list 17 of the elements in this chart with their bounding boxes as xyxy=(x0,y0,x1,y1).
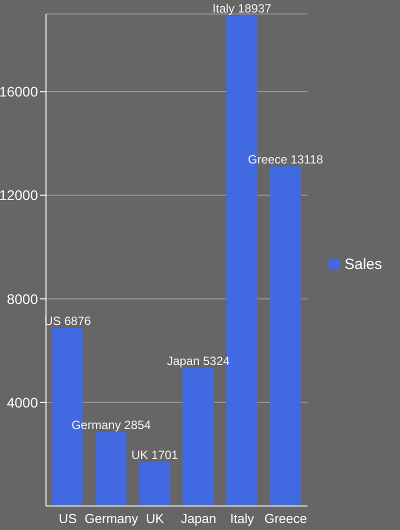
legend-label: Sales xyxy=(344,256,382,273)
x-tick-label: UK xyxy=(146,511,164,526)
y-tick-label: 16000 xyxy=(0,84,38,100)
x-tick-label: US xyxy=(58,511,78,526)
data-label: UK 1701 xyxy=(131,448,178,462)
x-tick-label: Germany xyxy=(84,511,139,526)
bar xyxy=(139,462,170,506)
bar xyxy=(182,368,214,506)
y-tick-label: 4000 xyxy=(6,394,38,410)
x-tick-label: Italy xyxy=(230,511,255,526)
x-tick-label: Greece xyxy=(264,511,307,526)
x-tick-label: Japan xyxy=(180,511,216,526)
data-label: Italy 18937 xyxy=(212,2,272,16)
bar xyxy=(96,432,127,506)
y-tick-label: 8000 xyxy=(6,290,38,307)
y-tick-label: 12000 xyxy=(0,187,38,204)
bar xyxy=(270,166,301,506)
